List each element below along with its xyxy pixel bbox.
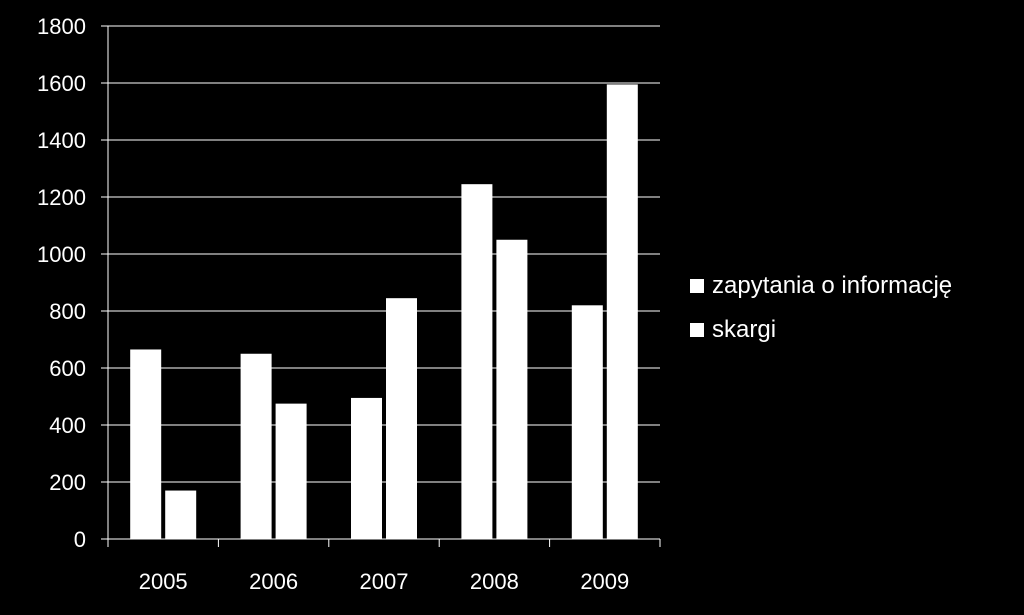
gridlines [108, 25, 660, 483]
bar-skargi-2009 [606, 84, 638, 540]
bar-zapytania-2007 [351, 397, 382, 539]
x-tick-label: 2009 [580, 569, 629, 594]
y-tick-label: 200 [49, 470, 86, 495]
axes [101, 25, 661, 547]
bar-skargi-2007 [386, 298, 417, 539]
legend-label: zapytania o informację [712, 272, 952, 299]
x-tick-label: 2007 [360, 569, 409, 594]
bar-zapytania-2009 [571, 305, 603, 539]
legend-swatch [690, 323, 704, 337]
y-tick-label: 800 [49, 299, 86, 324]
bar-zapytania-2008 [461, 184, 493, 540]
y-tick-label: 0 [74, 527, 86, 552]
bar-zapytania-2005 [130, 349, 162, 539]
bar-zapytania-2006 [240, 353, 272, 539]
x-tick-label: 2005 [139, 569, 188, 594]
legend-swatch [690, 279, 704, 293]
y-tick-label: 600 [49, 356, 86, 381]
y-tick-label: 400 [49, 413, 86, 438]
y-tick-label: 1600 [37, 71, 86, 96]
x-tick-label: 2008 [470, 569, 519, 594]
x-tick-labels: 2005 2006 2007 2008 2009 [139, 569, 630, 594]
y-tick-label: 1800 [37, 14, 86, 39]
x-tick-label: 2006 [249, 569, 298, 594]
bars [130, 84, 638, 540]
bar-skargi-2005 [165, 490, 197, 539]
y-tick-label: 1200 [37, 185, 86, 210]
legend-label: skargi [712, 316, 776, 343]
y-tick-labels: 0 200 400 600 800 1000 1200 1400 1600 1800 [37, 14, 86, 552]
y-tick-label: 1400 [37, 128, 86, 153]
legend: zapytania o informację skargi [690, 272, 952, 343]
bar-skargi-2006 [275, 403, 307, 539]
bar-skargi-2008 [496, 239, 528, 539]
y-tick-label: 1000 [37, 242, 86, 267]
